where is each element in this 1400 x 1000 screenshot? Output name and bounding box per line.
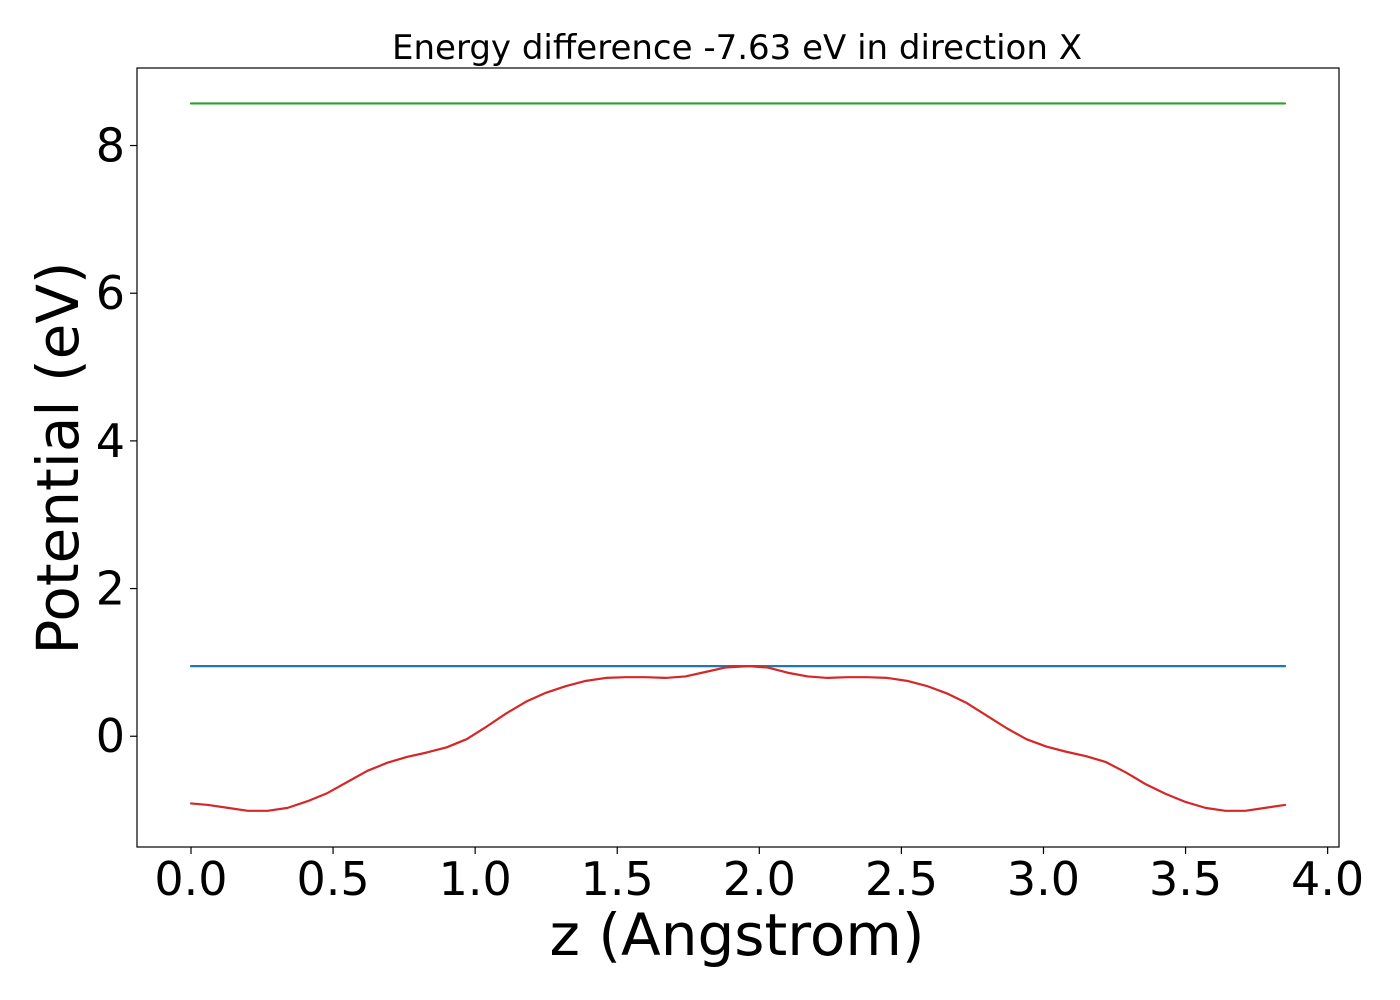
- y-tick-label: 0: [96, 709, 125, 763]
- x-tick-label: 2.0: [723, 852, 796, 906]
- x-tick-label: 0.5: [296, 852, 369, 906]
- y-tick-label: 8: [96, 119, 125, 173]
- x-tick-label: 3.5: [1149, 852, 1222, 906]
- x-axis-label: z (Angstrom): [550, 901, 925, 969]
- y-tick-label: 4: [96, 414, 125, 468]
- y-tick-label: 6: [96, 266, 125, 320]
- y-axis: 0 2 4 6 8: [96, 119, 137, 763]
- x-tick-label: 4.0: [1291, 852, 1364, 906]
- x-tick-label: 1.5: [581, 852, 654, 906]
- x-tick-label: 3.0: [1007, 852, 1080, 906]
- series-layer: [189, 102, 1287, 812]
- x-tick-label: 0.0: [154, 852, 227, 906]
- y-tick-label: 2: [96, 562, 125, 616]
- x-tick-label: 2.5: [865, 852, 938, 906]
- series-line-2: [189, 664, 1287, 812]
- chart-title: Energy difference -7.63 eV in direction …: [392, 28, 1082, 68]
- plot-frame: [136, 67, 1340, 848]
- x-tick-label: 1.0: [439, 852, 512, 906]
- x-axis: 0.0 0.5 1.0 1.5 2.0 2.5 3.0 3.5 4.0: [154, 847, 1364, 906]
- y-axis-label: Potential (eV): [24, 261, 92, 654]
